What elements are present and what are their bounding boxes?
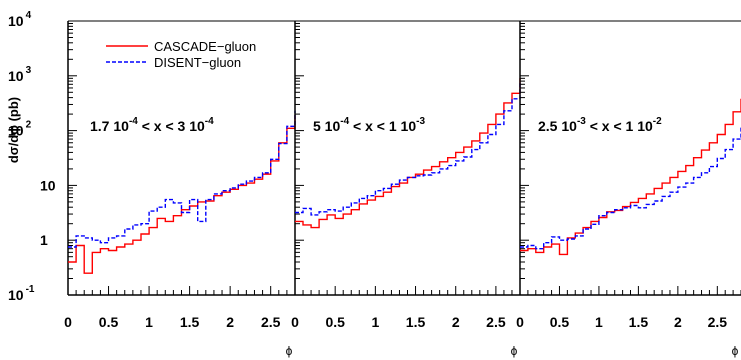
series-disent-line (295, 82, 521, 216)
y-tick-label: 10 (40, 177, 56, 193)
y-tick-label: 10 -1 (8, 284, 35, 303)
series-disent-line (520, 126, 741, 250)
x-tick-label: 0 (64, 314, 72, 330)
series-cascade-line (520, 98, 741, 256)
annotation-lo-exp: -4 (340, 116, 349, 127)
x-tick-label: 2 (226, 314, 234, 330)
x-axis-label: ϕ (286, 344, 293, 358)
y-axis-title: dσ/dϕ (pb) (6, 97, 21, 163)
x-tick-label: 1.5 (406, 314, 426, 330)
x-axis-label: ϕ (732, 344, 739, 358)
series-disent-line (68, 110, 296, 248)
panel-1: 0 0.5 1 1.5 2 2.5ϕ1.7 10-4 < x < 3 10-4 (64, 20, 296, 358)
annotation-base: 10 (321, 118, 341, 134)
x-tick-label: 1.5 (629, 314, 649, 330)
y-tick-label: 10 4 (8, 10, 32, 29)
series-cascade-line (295, 78, 521, 229)
annotation-hi-exp: -2 (653, 116, 662, 127)
y-tick-exponent: 2 (26, 120, 32, 131)
y-tick-exponent: 4 (26, 10, 32, 21)
x-range-annotation: 1.7 10-4 < x < 3 10-4 (90, 116, 214, 134)
x-tick-label: 1 (371, 314, 379, 330)
annotation-base: 10 (557, 118, 577, 134)
x-range-annotation: 5 10-4 < x < 1 10-3 (313, 116, 425, 134)
annotation-hi-exp: -4 (205, 116, 214, 127)
annotation-lo: 2.5 (538, 118, 558, 134)
annotation-hi-base: 10 (401, 118, 417, 134)
x-tick-label: 1 (595, 314, 603, 330)
x-tick-label: 1.5 (180, 314, 200, 330)
x-tick-label: 0 (516, 314, 524, 330)
x-tick-label: 2 (674, 314, 682, 330)
annotation-lo-exp: -3 (577, 116, 586, 127)
annotation-hi-base: 10 (637, 118, 653, 134)
y-tick-label: 1 (40, 232, 48, 248)
legend: CASCADE−gluon DISENT−gluon (106, 39, 256, 70)
annotation-hi-base: 10 (189, 118, 205, 134)
x-tick-label: 0.5 (325, 314, 345, 330)
legend-disent-label: DISENT−gluon (154, 55, 241, 70)
annotation-mid: < x < 1 (349, 118, 400, 134)
annotation-mid: < x < 1 (586, 118, 637, 134)
annotation-base: 10 (109, 118, 129, 134)
annotation-mid: < x < 3 (138, 118, 189, 134)
x-tick-label: 2.5 (261, 314, 281, 330)
y-tick-label: 10 3 (8, 65, 32, 84)
annotation-lo-exp: -4 (129, 116, 138, 127)
x-tick-label: 2.5 (708, 314, 728, 330)
y-axis-label: dσ/dϕ (pb) (6, 97, 21, 163)
x-tick-label: 2.5 (486, 314, 506, 330)
y-tick-exponent: -1 (26, 284, 35, 295)
y-tick-label: 10 2 (8, 120, 32, 139)
panels: 0 0.5 1 1.5 2 2.5ϕ1.7 10-4 < x < 3 10-40 0.5 1 1… (64, 20, 741, 358)
x-tick-label: 2 (452, 314, 460, 330)
annotation-lo: 1.7 (90, 118, 110, 134)
x-range-annotation: 2.5 10-3 < x < 1 10-2 (538, 116, 662, 134)
x-tick-label: 0.5 (550, 314, 570, 330)
panel-2: 0 0.5 1 1.5 2 2.5ϕ5 10-4 < x < 1 10-3 (291, 20, 521, 358)
legend-cascade-label: CASCADE−gluon (154, 39, 256, 54)
x-tick-label: 0 (291, 314, 299, 330)
series-cascade-line (68, 115, 296, 274)
annotation-lo: 5 (313, 118, 321, 134)
y-tick-exponent: 3 (26, 65, 32, 76)
panel-3: 0 0.5 1 1.5 2 2.5ϕ2.5 10-3 < x < 1 10-2 (516, 20, 741, 358)
x-tick-label: 0.5 (99, 314, 119, 330)
x-axis-label: ϕ (511, 344, 518, 358)
x-tick-label: 1 (145, 314, 153, 330)
annotation-hi-exp: -3 (416, 116, 425, 127)
